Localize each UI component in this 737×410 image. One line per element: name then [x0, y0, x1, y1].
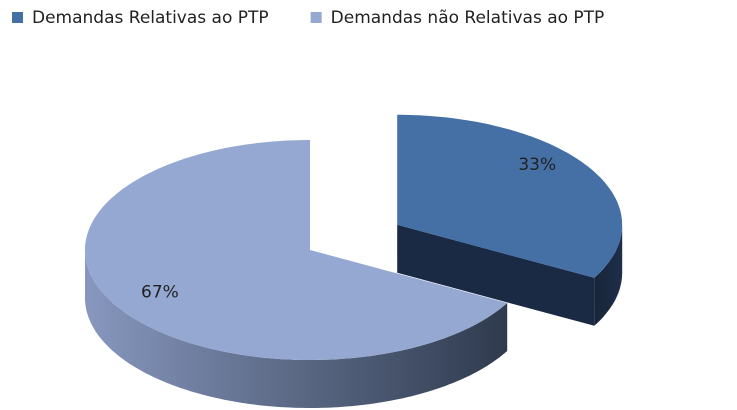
slice-top	[85, 140, 508, 360]
legend-swatch	[310, 12, 322, 23]
pie: 33% 67%	[85, 114, 623, 408]
pie-slice	[85, 140, 508, 408]
legend-label: Demandas não Relativas ao PTP	[331, 8, 605, 28]
data-label: 33%	[518, 155, 556, 175]
slice-side	[594, 224, 623, 326]
slice-top	[397, 114, 623, 278]
legend: Demandas Relativas ao PTP Demandas não Re…	[12, 8, 604, 28]
legend-label: Demandas Relativas ao PTP	[32, 8, 269, 28]
slice-cut-face	[397, 224, 595, 326]
legend-swatch	[12, 12, 23, 23]
pie-slice	[397, 114, 623, 326]
slice-side	[85, 250, 508, 408]
data-label: 67%	[141, 283, 179, 303]
